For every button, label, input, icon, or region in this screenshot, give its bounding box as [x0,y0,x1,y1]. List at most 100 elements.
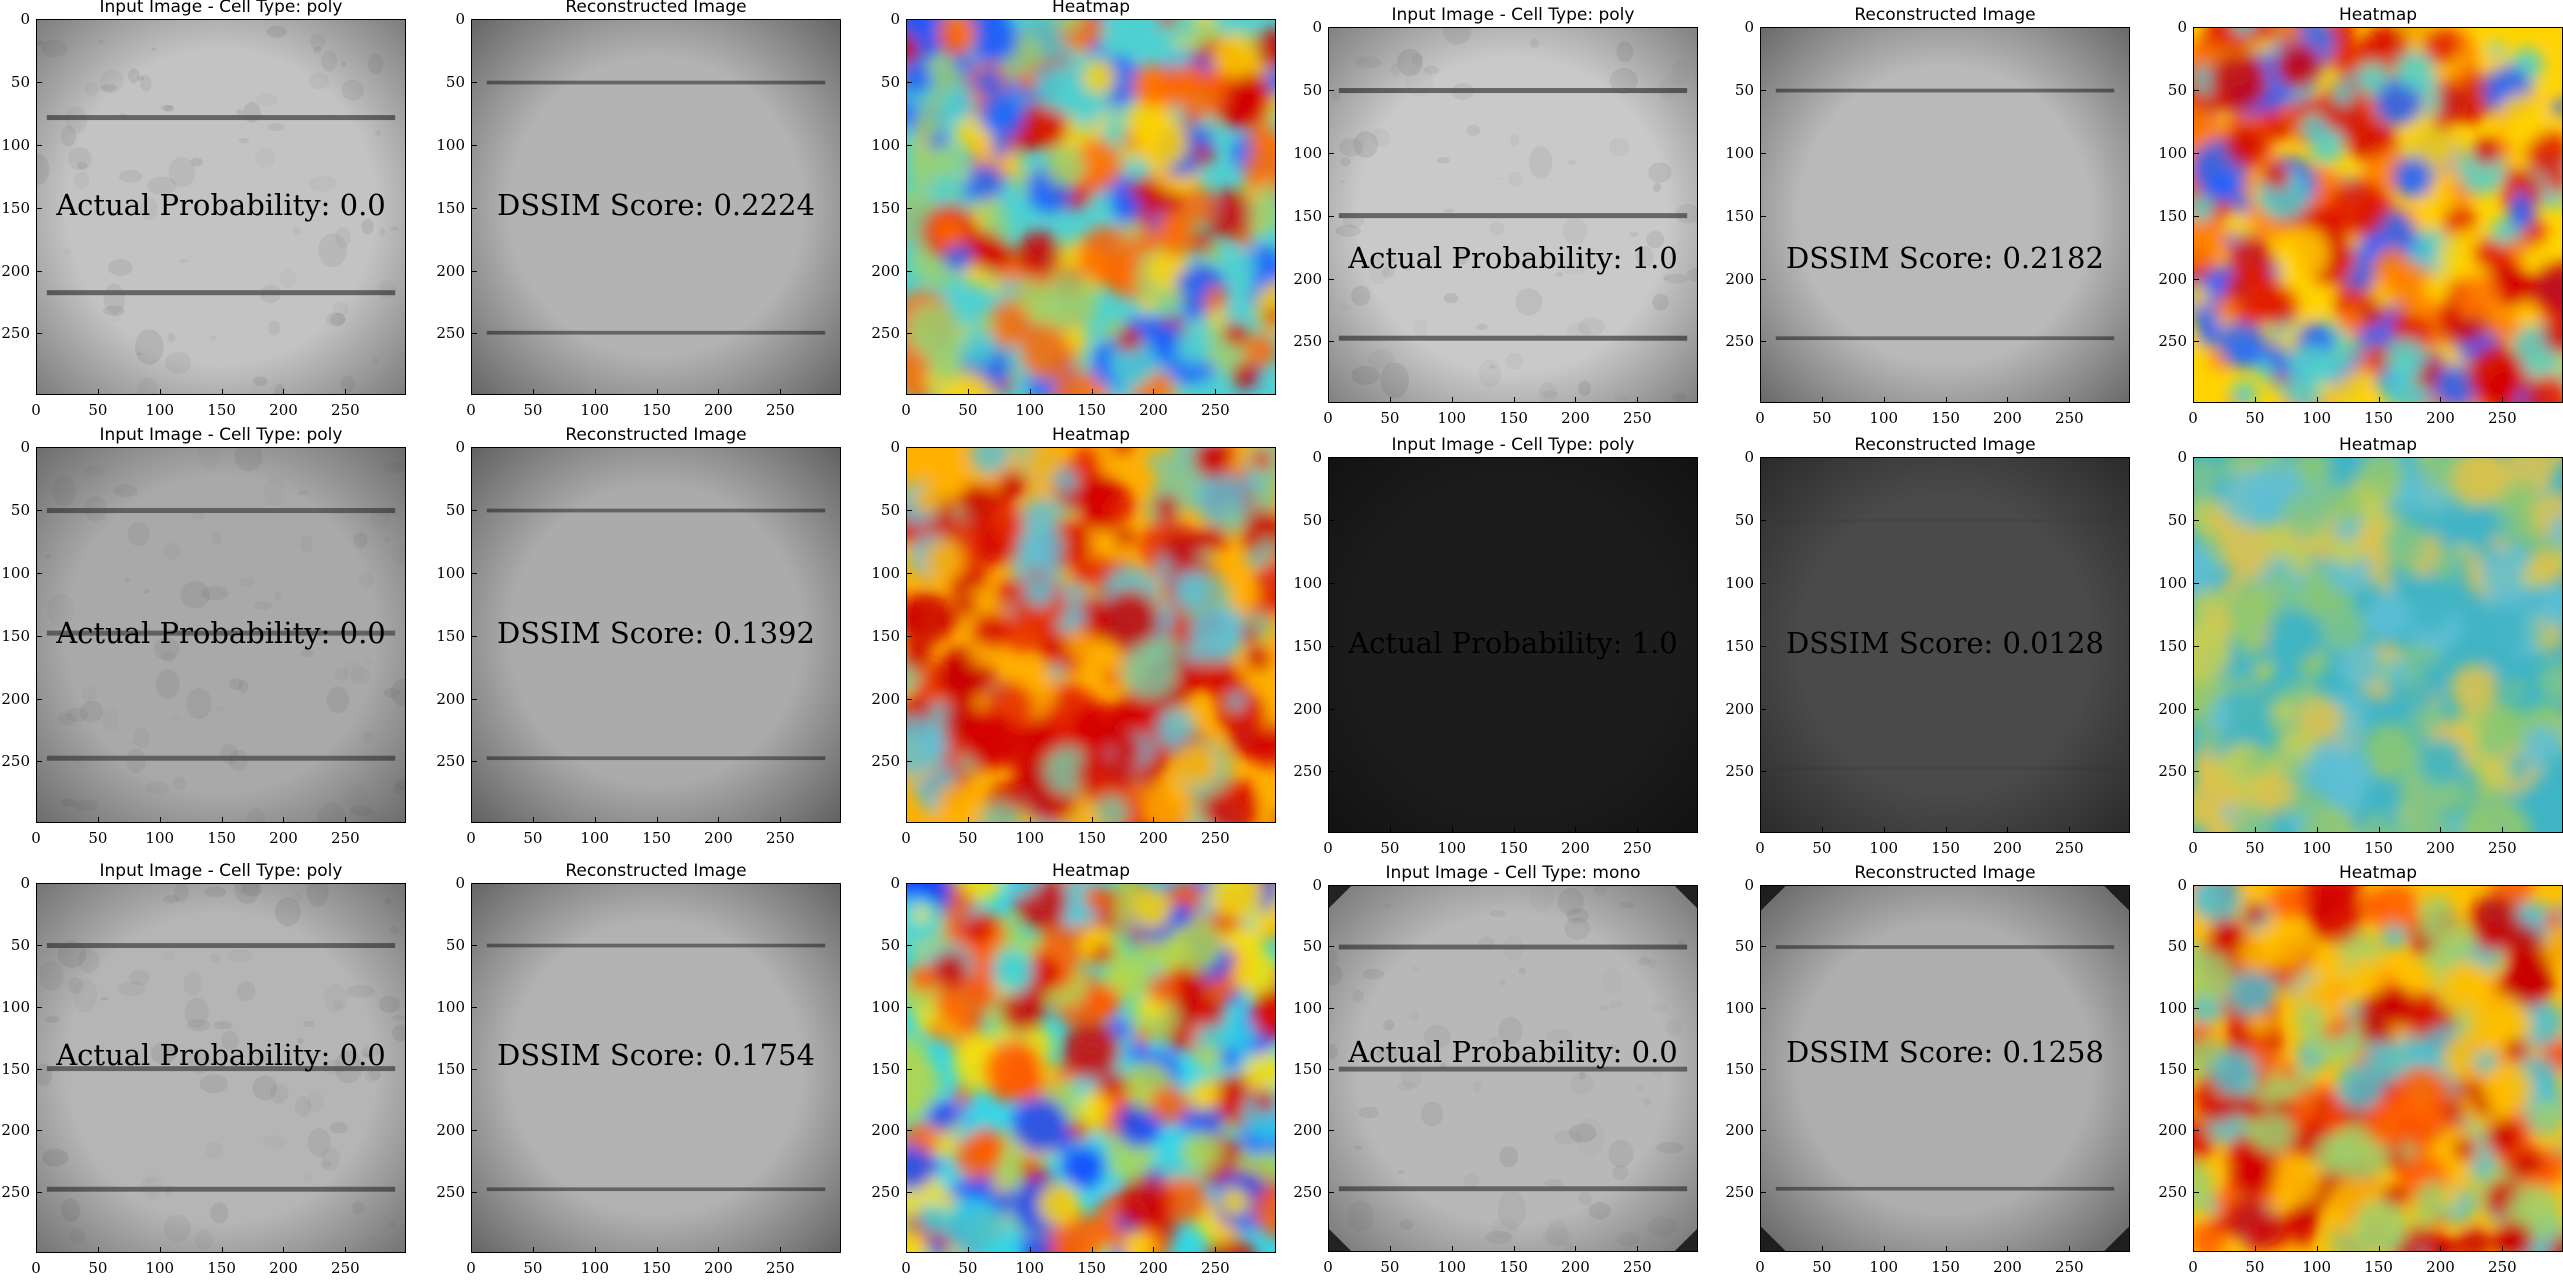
x-tick-mark [1029,817,1031,823]
y-tick-mark [471,572,477,574]
x-tick-mark [2254,827,2256,833]
y-tick-label: 50 [2167,510,2187,529]
input-panel: Input Image - Cell Type: poly Actual Prob… [1293,5,1698,427]
x-tick-label: 0 [2188,839,2198,857]
x-tick-mark [1760,1246,1761,1252]
y-tick-label: 100 [2158,998,2187,1017]
y-tick-label: 0 [1312,876,1322,894]
x-tick-mark [159,817,161,823]
y-tick-mark [36,144,42,146]
x-tick-label: 250 [766,1259,795,1277]
y-tick-label: 50 [880,500,900,519]
y-tick-label: 50 [445,72,465,91]
x-tick-mark [221,389,223,395]
x-tick-mark [283,389,285,395]
y-tick-label: 250 [1725,762,1754,781]
x-tick-mark [345,817,347,823]
panel-title: Input Image - Cell Type: poly [99,425,343,445]
y-tick-label: 150 [2158,1060,2187,1079]
x-tick-mark [2007,1246,2009,1252]
x-tick-label: 200 [704,829,733,847]
y-tick-label: 150 [1,198,30,217]
x-tick-mark [36,1247,37,1253]
x-tick-label: 250 [331,829,360,847]
x-tick-mark [1637,397,1639,403]
y-tick-label: 50 [1302,937,1322,956]
x-tick-mark [906,389,907,395]
x-tick-mark [2378,1246,2380,1252]
y-tick-label: 150 [436,626,465,645]
x-tick-label: 50 [523,829,543,847]
y-tick-label: 50 [2167,937,2187,956]
x-tick-label: 200 [269,1259,298,1277]
y-tick-mark [2193,27,2199,28]
y-tick-label: 250 [1,752,30,771]
y-tick-label: 200 [436,261,465,280]
input-image [1328,885,1698,1252]
y-tick-label: 150 [1293,206,1322,225]
x-tick-mark [1513,397,1515,403]
y-tick-label: 150 [1,626,30,645]
x-tick-label: 250 [1201,401,1230,419]
y-tick-mark [1760,341,1766,343]
x-tick-label: 50 [2245,1258,2265,1276]
y-tick-mark [2193,1191,2199,1193]
y-tick-mark [906,635,912,637]
x-tick-label: 0 [1755,1258,1765,1276]
input-image [1328,457,1698,833]
x-tick-label: 150 [1077,401,1106,419]
x-tick-mark [1029,1247,1031,1253]
x-tick-label: 150 [2364,839,2393,857]
heatmap-panel: Heatmap 0 0 50 50 100 100 150 150 200 200 250 250 [2158,5,2563,427]
x-tick-label: 200 [1139,401,1168,419]
y-tick-mark [36,447,42,448]
x-tick-label: 200 [1561,409,1590,427]
x-tick-mark [2502,1246,2504,1252]
x-tick-mark [656,389,658,395]
x-tick-mark [1451,827,1453,833]
x-tick-mark [1389,1246,1391,1252]
heatmap-image [906,447,1276,823]
x-tick-label: 200 [269,401,298,419]
x-tick-mark [1821,827,1823,833]
x-tick-mark [2007,827,2009,833]
x-tick-label: 250 [1623,839,1652,857]
x-tick-label: 150 [207,829,236,847]
x-tick-label: 200 [704,1259,733,1277]
x-tick-label: 250 [766,829,795,847]
x-tick-label: 200 [1561,1258,1590,1276]
y-tick-label: 0 [890,438,900,456]
x-tick-label: 250 [331,1259,360,1277]
y-tick-mark [36,207,42,209]
x-tick-label: 0 [1755,409,1765,427]
y-tick-label: 200 [2158,699,2187,718]
y-tick-mark [1328,519,1334,521]
y-tick-mark [906,1130,912,1132]
x-tick-mark [2502,827,2504,833]
panel-title: Heatmap [2338,435,2418,455]
y-tick-mark [906,144,912,146]
y-tick-mark [471,1068,477,1070]
y-tick-label: 50 [10,500,30,519]
x-tick-label: 150 [1499,1258,1528,1276]
y-tick-mark [1328,1130,1334,1132]
x-tick-label: 150 [207,401,236,419]
y-tick-mark [1760,771,1766,773]
x-tick-mark [471,1247,472,1253]
y-tick-label: 0 [1744,448,1754,466]
y-tick-label: 250 [1293,332,1322,351]
y-tick-mark [906,883,912,884]
x-tick-mark [1215,389,1217,395]
y-tick-mark [1328,457,1334,458]
x-tick-label: 0 [2188,409,2198,427]
y-tick-mark [471,270,477,272]
x-tick-mark [1389,397,1391,403]
y-tick-label: 100 [871,563,900,582]
x-tick-mark [1637,1246,1639,1252]
y-tick-mark [1328,215,1334,217]
y-tick-mark [906,270,912,272]
y-tick-label: 150 [1725,206,1754,225]
y-tick-label: 0 [20,874,30,892]
x-tick-label: 250 [1201,829,1230,847]
x-tick-mark [2378,397,2380,403]
